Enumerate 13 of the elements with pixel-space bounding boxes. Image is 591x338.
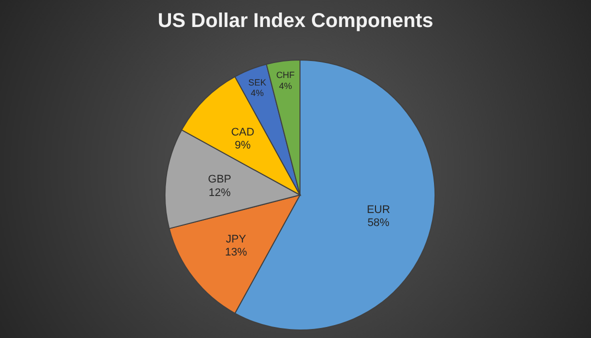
slice-label: GBP [208, 174, 232, 186]
data-label: 58% [367, 217, 390, 230]
slice-label: CHF [276, 70, 296, 80]
slice-label: SEK [248, 77, 266, 88]
data-label: 9% [234, 140, 251, 152]
slice-label: JPY [226, 233, 247, 246]
data-label: 13% [224, 246, 248, 259]
data-label: 4% [278, 80, 292, 91]
chart-title: US Dollar Index Components [156, 10, 434, 33]
data-label: 12% [208, 186, 231, 199]
data-label: 4% [250, 88, 264, 98]
slice-label: EUR [366, 204, 390, 216]
slice-label: CAD [231, 126, 254, 139]
